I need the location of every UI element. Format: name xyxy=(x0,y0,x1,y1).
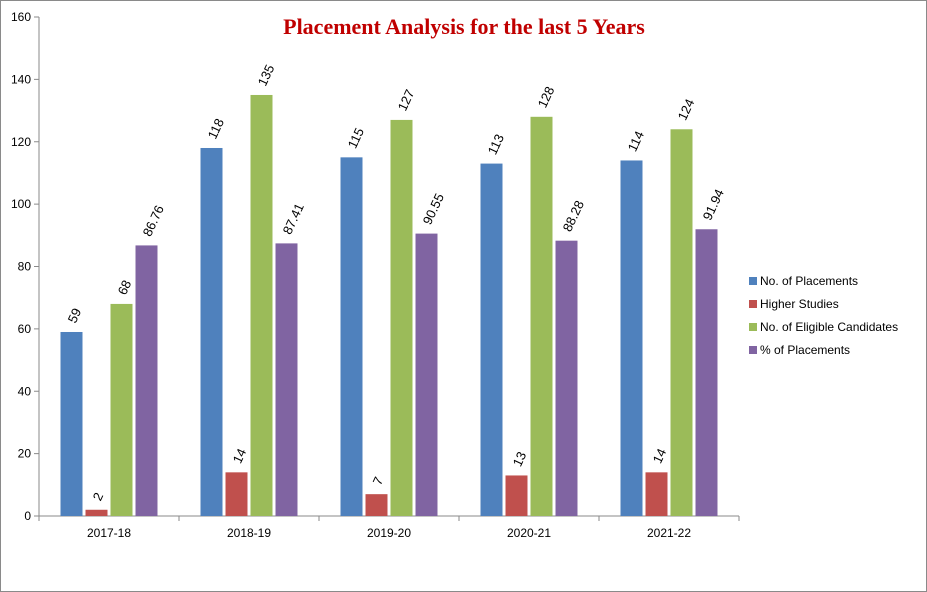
data-label: 113 xyxy=(485,132,507,157)
data-label: 90.55 xyxy=(420,191,447,227)
bar xyxy=(695,229,718,516)
bar xyxy=(85,509,108,516)
y-tick-label: 140 xyxy=(11,72,31,86)
bar xyxy=(365,494,388,516)
legend-swatch xyxy=(749,277,757,285)
bar xyxy=(225,472,248,516)
legend-swatch xyxy=(749,323,757,331)
y-tick-label: 160 xyxy=(11,10,31,24)
y-tick-label: 20 xyxy=(18,447,32,461)
bar xyxy=(505,475,528,516)
bar xyxy=(200,147,223,517)
x-tick-label: 2021-22 xyxy=(647,526,691,540)
bar xyxy=(480,163,503,517)
bar xyxy=(530,116,553,517)
data-label: 87.41 xyxy=(280,201,307,237)
x-tick-label: 2020-21 xyxy=(507,526,551,540)
bar xyxy=(250,94,273,516)
y-tick-label: 60 xyxy=(18,322,32,336)
data-label: 59 xyxy=(65,306,85,325)
legend-label: Higher Studies xyxy=(760,297,839,311)
data-label: 86.76 xyxy=(140,203,167,239)
data-label: 118 xyxy=(205,116,227,141)
bar xyxy=(60,331,83,516)
data-label: 88.28 xyxy=(560,198,587,234)
bar xyxy=(340,157,363,516)
plot-area: 0 20 40 60 80 100 120 140 160 2017-18 2018-19 2019-… xyxy=(11,10,740,540)
y-tick-label: 40 xyxy=(18,384,32,398)
y-tick-label: 0 xyxy=(24,509,31,523)
data-label: 14 xyxy=(230,446,250,465)
data-label: 124 xyxy=(675,97,698,123)
y-tick-label: 100 xyxy=(11,197,31,211)
legend-swatch xyxy=(749,346,757,354)
x-tick-label: 2017-18 xyxy=(87,526,131,540)
data-label: 7 xyxy=(370,475,387,488)
legend-swatch xyxy=(749,300,757,308)
data-label: 91.94 xyxy=(700,187,727,223)
bar xyxy=(390,119,413,516)
legend-label: No. of Placements xyxy=(760,274,858,288)
legend-label: % of Placements xyxy=(760,343,850,357)
bar xyxy=(670,129,693,516)
bar xyxy=(620,160,643,516)
bar xyxy=(645,472,668,516)
y-tick-label: 120 xyxy=(11,135,31,149)
bar xyxy=(555,240,578,516)
data-label: 127 xyxy=(395,87,418,113)
legend-label: No. of Eligible Candidates xyxy=(760,320,898,334)
data-label: 2 xyxy=(90,490,107,503)
x-tick-label: 2018-19 xyxy=(227,526,271,540)
bar xyxy=(135,245,158,517)
y-tick-label: 80 xyxy=(18,260,32,274)
data-label: 128 xyxy=(535,84,558,110)
data-label: 68 xyxy=(115,278,135,297)
data-label: 115 xyxy=(345,125,367,150)
x-tick-label: 2019-20 xyxy=(367,526,411,540)
data-label: 135 xyxy=(255,62,278,88)
chart-title: Placement Analysis for the last 5 Years xyxy=(283,14,645,39)
legend: No. of Placements Higher Studies No. of El… xyxy=(749,274,898,357)
bar xyxy=(110,303,133,516)
data-label: 114 xyxy=(625,129,647,154)
bar xyxy=(275,243,298,516)
bar xyxy=(415,233,438,517)
data-label: 13 xyxy=(510,449,530,468)
data-label: 14 xyxy=(650,446,670,465)
